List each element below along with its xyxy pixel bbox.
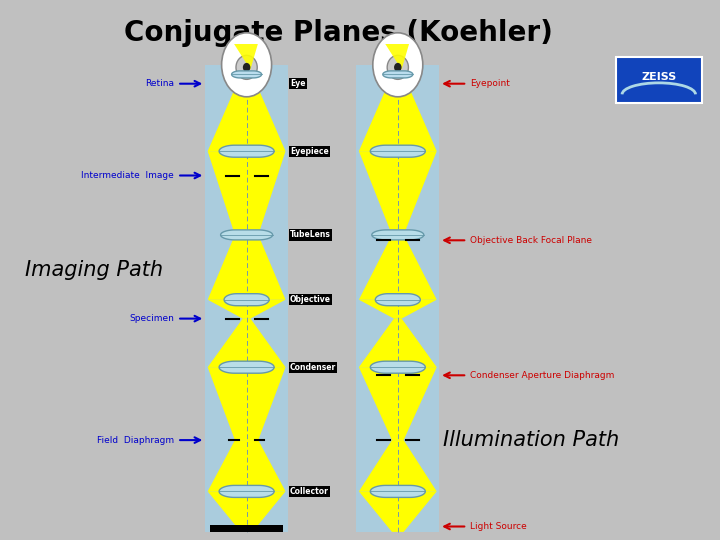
Text: Field  Diaphragm: Field Diaphragm — [97, 436, 174, 444]
Bar — [356, 65, 439, 532]
Polygon shape — [207, 235, 286, 300]
Text: Specimen: Specimen — [130, 314, 174, 323]
Text: TubeLens: TubeLens — [290, 231, 331, 239]
Ellipse shape — [243, 63, 251, 72]
Ellipse shape — [373, 33, 423, 97]
Polygon shape — [359, 300, 437, 319]
Polygon shape — [359, 151, 437, 235]
Text: Intermediate  Image: Intermediate Image — [81, 171, 174, 180]
Polygon shape — [207, 151, 286, 235]
Polygon shape — [207, 319, 286, 367]
Text: Objective: Objective — [290, 295, 331, 304]
Polygon shape — [207, 491, 286, 532]
Polygon shape — [234, 44, 258, 70]
Polygon shape — [359, 440, 437, 491]
Polygon shape — [207, 300, 286, 319]
Polygon shape — [219, 361, 274, 373]
Polygon shape — [375, 294, 420, 306]
Text: Condenser: Condenser — [290, 363, 336, 372]
Text: Eye: Eye — [290, 79, 305, 88]
Text: Eyepoint: Eyepoint — [470, 79, 510, 88]
Polygon shape — [220, 230, 273, 240]
Polygon shape — [207, 86, 286, 151]
Polygon shape — [359, 86, 437, 151]
Polygon shape — [359, 319, 437, 367]
Polygon shape — [370, 361, 426, 373]
Polygon shape — [232, 71, 261, 78]
Text: Illumination Path: Illumination Path — [443, 430, 619, 450]
Polygon shape — [372, 230, 424, 240]
Ellipse shape — [236, 56, 257, 79]
Text: Retina: Retina — [145, 79, 174, 88]
Polygon shape — [385, 44, 409, 70]
Text: Condenser Aperture Diaphragm: Condenser Aperture Diaphragm — [470, 371, 615, 380]
Polygon shape — [383, 71, 413, 78]
Polygon shape — [370, 145, 426, 157]
Text: ZEISS: ZEISS — [642, 72, 676, 83]
Text: Light Source: Light Source — [470, 522, 527, 531]
Polygon shape — [359, 491, 437, 532]
Text: Imaging Path: Imaging Path — [25, 260, 163, 280]
Text: Objective Back Focal Plane: Objective Back Focal Plane — [470, 236, 593, 245]
Ellipse shape — [387, 56, 408, 79]
Text: Conjugate Planes (Koehler): Conjugate Planes (Koehler) — [124, 19, 553, 47]
Polygon shape — [219, 485, 274, 497]
Text: Collector: Collector — [290, 487, 329, 496]
Polygon shape — [219, 145, 274, 157]
Polygon shape — [224, 294, 269, 306]
Polygon shape — [359, 367, 437, 440]
Polygon shape — [359, 235, 437, 300]
Polygon shape — [207, 440, 286, 491]
Bar — [205, 65, 288, 532]
Ellipse shape — [222, 33, 271, 97]
Text: Eyepiece: Eyepiece — [290, 147, 329, 156]
Ellipse shape — [394, 63, 402, 72]
FancyBboxPatch shape — [616, 57, 702, 103]
Bar — [210, 525, 283, 532]
Polygon shape — [370, 485, 426, 497]
Polygon shape — [207, 367, 286, 440]
